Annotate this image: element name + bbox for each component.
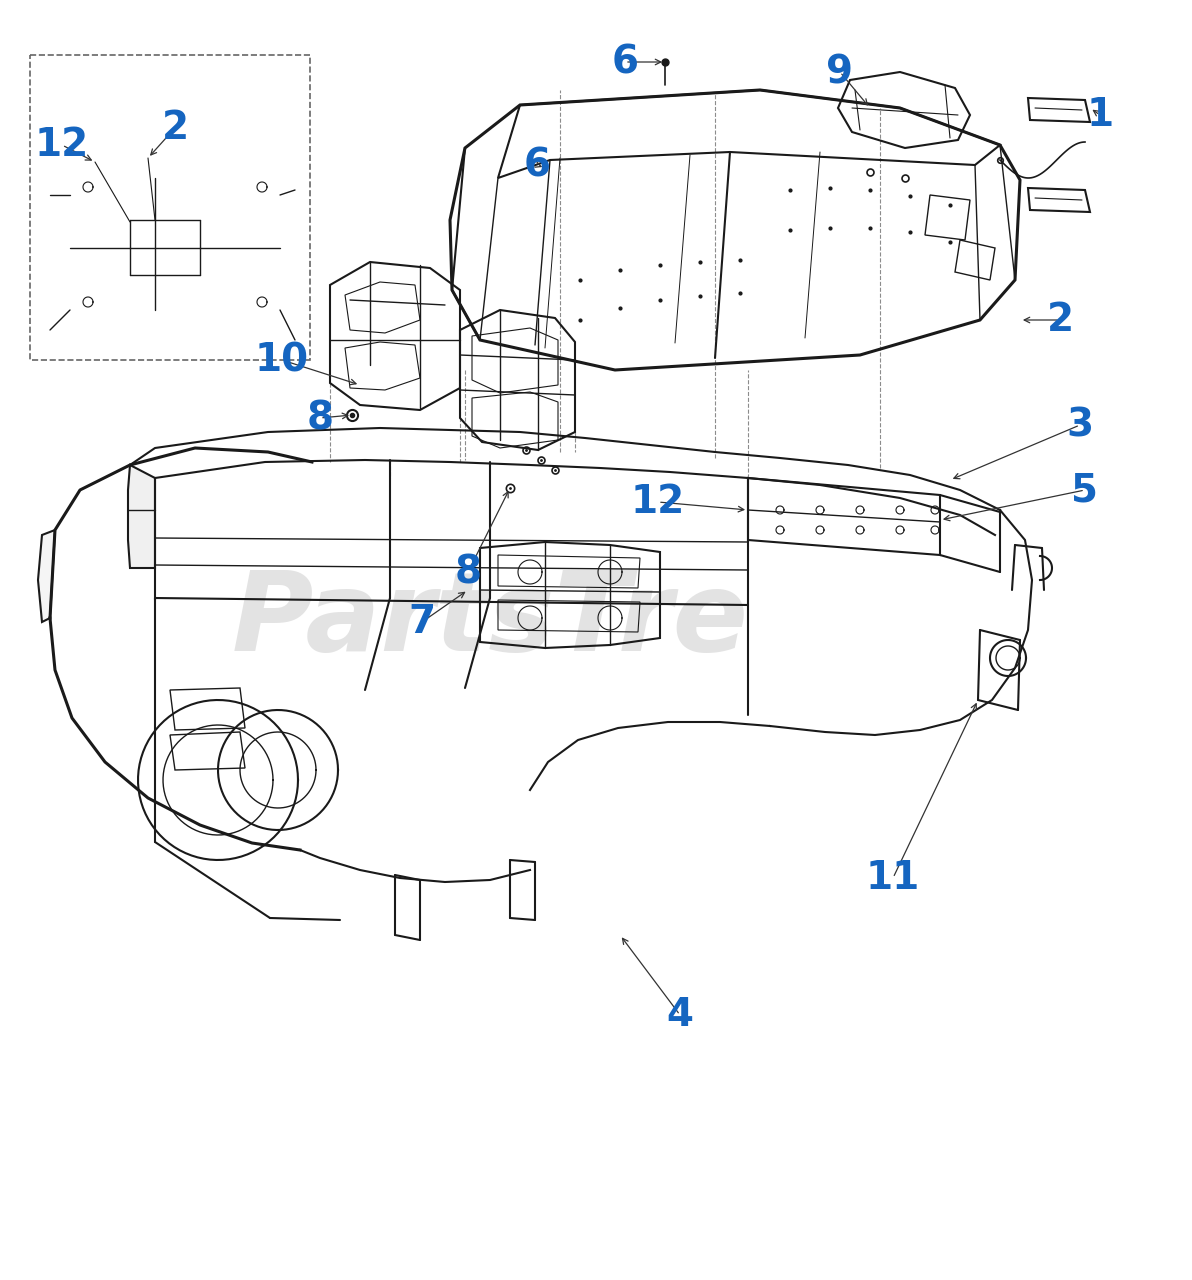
Text: 10: 10 [255,340,309,379]
Text: 6: 6 [611,44,639,81]
Text: 12: 12 [631,483,685,521]
Text: 1: 1 [1086,96,1113,134]
Bar [30,55,310,360]
Text: 2: 2 [1047,301,1074,339]
Polygon shape [38,530,55,622]
Text: 8: 8 [454,553,482,591]
Text: 12: 12 [35,125,89,164]
Text: 4: 4 [666,996,694,1034]
Text: 11: 11 [865,859,920,897]
Text: 2: 2 [161,109,188,147]
Text: PartsTre: PartsTre [231,567,749,673]
Text: 9: 9 [826,52,853,91]
Text: 7: 7 [409,603,435,641]
Text: 8: 8 [306,399,334,436]
Text: 3: 3 [1067,406,1093,444]
Polygon shape [128,465,155,568]
Text: 6: 6 [523,146,551,184]
Text: 5: 5 [1072,471,1099,509]
